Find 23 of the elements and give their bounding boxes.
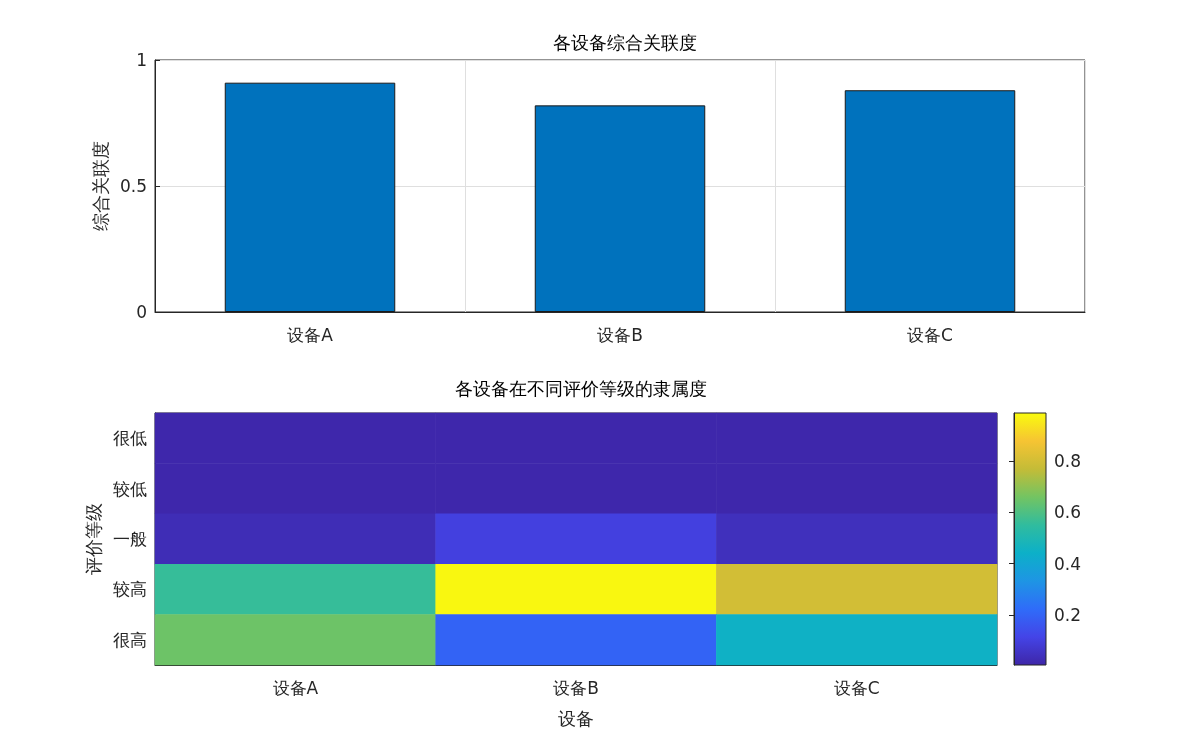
y-tick-label: 1 [136,50,147,70]
y-tick-label: 较低 [113,478,147,499]
x-tick-label: 设备C [907,324,953,345]
chart-title: 各设备综合关联度 [553,31,697,53]
color-bar-label: 0.8 [1054,450,1082,471]
y-tick-label: 较高 [113,579,147,600]
color-bar-label: 0.2 [1054,604,1082,625]
y-axis-title: 评价等级 [82,503,104,575]
y-tick-label: 很高 [113,629,147,650]
color-bar-label: 0.4 [1054,553,1082,574]
y-tick-label: 0 [136,302,147,322]
y-tick-label: 一般 [113,529,147,549]
x-tick-label: 设备A [272,677,319,698]
chart-title: 各设备在不同评价等级的隶属度 [455,377,707,399]
y-tick-label: 0.5 [119,176,147,196]
x-axis-title: 设备 [558,707,594,729]
x-tick-label: 设备A [287,324,334,345]
color-bar-label: 0.6 [1054,502,1082,523]
y-tick-label: 很低 [113,428,147,449]
x-tick-label: 设备B [553,677,599,698]
x-tick-label: 设备C [833,677,880,698]
y-axis-title: 综合关联度 [89,141,111,231]
x-tick-label: 设备B [597,324,643,345]
